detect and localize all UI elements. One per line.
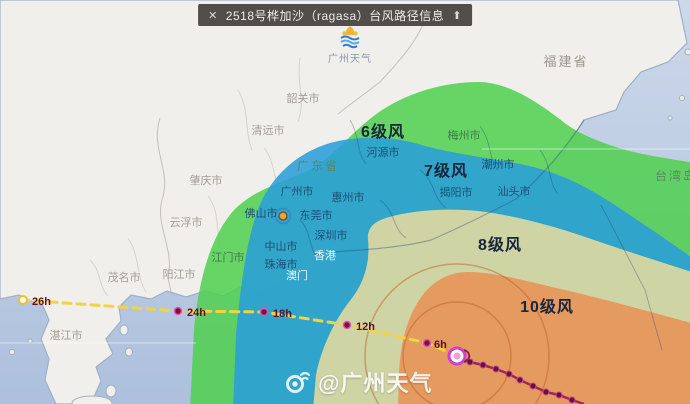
city-label: 汕头市 [498,184,531,198]
city-label: 阳江市 [163,267,196,281]
app-logo: 广州天气 [328,25,372,65]
city-label: 佛山市 [245,206,278,220]
city-label: 韶关市 [287,91,320,105]
islands [9,48,690,404]
province-label-taiwan: 台湾岛 [655,168,690,183]
city-label: 澳门 [286,268,308,282]
wind-radius-rings [364,263,550,404]
city-label: 惠州市 [332,190,365,204]
city-location-marker [274,207,292,225]
city-label: 潮州市 [482,157,515,171]
wind-label-7: 7级风 [424,161,468,180]
city-label: 茂名市 [108,270,141,284]
city-label: 梅州市 [448,128,481,142]
wind-band-10 [398,272,690,404]
weibo-watermark: @广州天气 [283,366,432,398]
city-label: 湛江市 [50,328,83,342]
province-label-fujian: 福建省 [543,54,588,69]
forecast-track-line [21,298,459,358]
typhoon-center-marker[interactable] [447,346,471,366]
guangzhou-weather-logo-icon [340,26,360,49]
past-track-points [466,358,576,404]
gridlines [0,148,690,344]
typhoon-info-title: 2518号桦加沙（ragasa）台风路径信息 [225,8,445,23]
app-logo-text: 广州天气 [328,54,372,65]
collapse-arrow-icon[interactable]: ⬆ [452,9,462,22]
forecast-label-12h: 12h [356,321,375,333]
forecast-label-24h: 24h [187,307,206,319]
close-icon[interactable]: ✕ [208,9,218,22]
city-label: 东莞市 [300,208,333,222]
forecast-label-6h: 6h [434,339,447,351]
wind-label-6: 6级风 [361,122,405,141]
city-label: 深圳市 [315,228,348,242]
city-label: 珠海市 [265,257,298,271]
forecast-label-18h: 18h [273,308,292,320]
watermark-handle: @广州天气 [318,371,433,396]
city-label: 中山市 [265,239,298,253]
city-label: 香港 [314,249,336,262]
weibo-icon [286,372,311,393]
city-label: 清远市 [252,123,285,137]
wind-label-8: 8级风 [478,235,522,254]
wind-label-10: 10级风 [520,297,574,316]
city-label: 肇庆市 [190,173,223,187]
city-label: 广州市 [281,184,314,198]
city-label: 云浮市 [170,215,203,229]
admin-borders [89,5,431,297]
city-label: 河源市 [367,145,400,159]
province-label-guangdong: 广东省 [297,159,339,173]
underband-borders [299,119,663,351]
city-label: 揭阳市 [440,185,473,199]
forecast-label-26h: 26h [32,296,51,308]
city-label: 江门市 [212,250,245,264]
forecast-point-markers [18,295,432,348]
typhoon-info-bar[interactable]: ✕ 2518号桦加沙（ragasa）台风路径信息 ⬆ [198,4,472,26]
